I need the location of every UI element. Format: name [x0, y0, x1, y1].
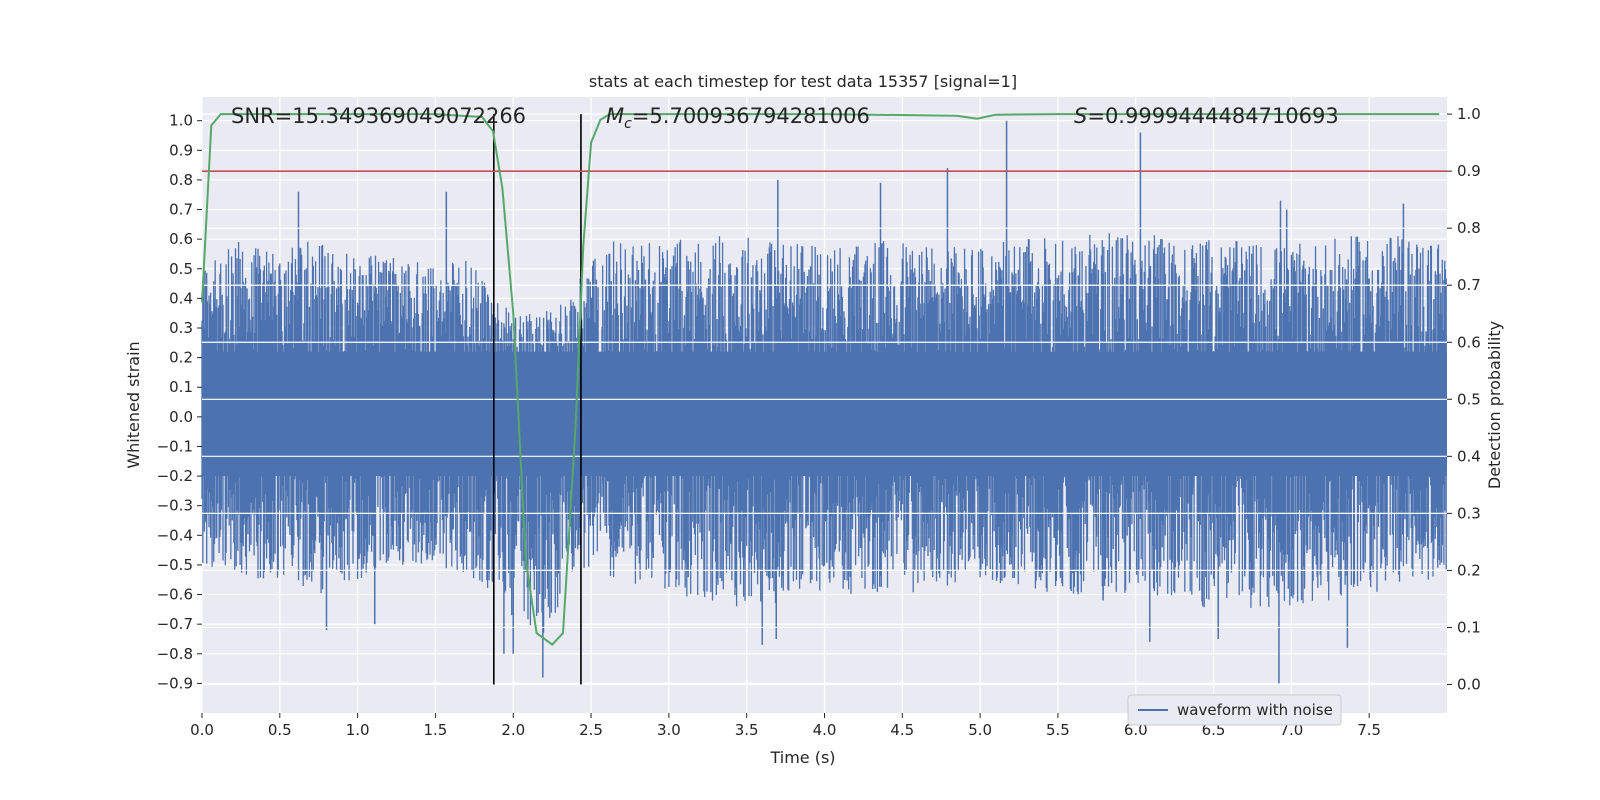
- x-tick-label: 5.5: [1046, 721, 1070, 739]
- y-left-tick-label: −0.3: [157, 497, 193, 515]
- x-tick-label: 3.5: [735, 721, 759, 739]
- x-tick-label: 0.5: [268, 721, 292, 739]
- x-tick-label: 0.0: [190, 721, 214, 739]
- legend-box: [1127, 694, 1342, 726]
- snr-annotation: SNR=15.349369049072266: [231, 104, 526, 128]
- y-left-tick-label: −0.4: [157, 526, 193, 544]
- x-tick-label: 3.0: [657, 721, 681, 739]
- x-tick-label: 7.5: [1357, 721, 1381, 739]
- x-tick-label: 1.0: [346, 721, 370, 739]
- x-tick-label: 2.0: [501, 721, 525, 739]
- s-value: =0.9999444484710693: [1087, 104, 1338, 128]
- y-right-tick-label: 0.9: [1457, 162, 1481, 180]
- y-right-tick-label: 0.5: [1457, 390, 1481, 408]
- y-right-tick-label: 0.1: [1457, 618, 1481, 636]
- y-left-tick-label: 0.7: [169, 201, 193, 219]
- waveform-series: [201, 113, 1447, 686]
- y-left-tick-label: −0.1: [157, 437, 193, 455]
- waveform-core: [202, 351, 1447, 477]
- y-right-tick-label: 1.0: [1457, 105, 1481, 123]
- y-right-tick-label: 0.2: [1457, 561, 1481, 579]
- y-left-tick-label: 0.5: [169, 260, 193, 278]
- y-left-tick-label: 0.4: [169, 289, 193, 307]
- chirp-mass-value: =5.700936794281006: [632, 104, 870, 128]
- x-tick-label: 2.5: [579, 721, 603, 739]
- y-axis-label-left: Whitened strain: [124, 341, 143, 468]
- s-annotation: S=0.9999444484710693: [1074, 104, 1339, 128]
- y-right-tick-label: 0.0: [1457, 675, 1481, 693]
- chirp-mass-symbol: M: [606, 104, 624, 128]
- detection-probability-line: [201, 113, 1440, 646]
- y-left-tick-label: 0.9: [169, 141, 193, 159]
- y-left-tick-label: −0.5: [157, 556, 193, 574]
- y-left-tick-label: 1.0: [169, 112, 193, 130]
- x-tick-label: 4.5: [890, 721, 914, 739]
- y-right-tick-label: 0.3: [1457, 504, 1481, 522]
- legend-label-waveform: waveform with noise: [1177, 701, 1333, 719]
- y-left-tick-label: −0.2: [157, 467, 193, 485]
- y-right-tick-label: 0.4: [1457, 447, 1481, 465]
- x-tick-label: 1.5: [424, 721, 448, 739]
- y-right-tick-label: 0.7: [1457, 276, 1481, 294]
- chirp-mass-subscript: c: [624, 116, 632, 132]
- chirp-mass-annotation: Mc=5.700936794281006: [606, 104, 870, 132]
- legend: waveform with noise: [1127, 694, 1342, 726]
- y-left-tick-label: 0.6: [169, 230, 193, 248]
- y-left-tick-label: −0.9: [157, 674, 193, 692]
- y-left-tick-label: 0.3: [169, 319, 193, 337]
- y-left-tick-label: 0.8: [169, 171, 193, 189]
- x-tick-label: 4.0: [813, 721, 837, 739]
- y-left-tick-label: 0.1: [169, 378, 193, 396]
- y-left-tick-label: −0.6: [157, 586, 193, 604]
- s-symbol: S: [1074, 104, 1087, 128]
- axes: 0.0 0.5 1.0 1.5 2.0 2.5 3.0 3.5 4.0 4.5 5.0 5.5 6.0 6…: [157, 105, 1481, 739]
- y-left-tick-label: −0.8: [157, 645, 193, 663]
- y-left-tick-label: 0.2: [169, 349, 193, 367]
- x-axis-label: Time (s): [769, 748, 835, 767]
- y-left-tick-label: 0.0: [169, 408, 193, 426]
- overlay-lines: [201, 113, 1447, 685]
- chart-title: stats at each timestep for test data 153…: [589, 72, 1017, 91]
- y-right-tick-label: 0.8: [1457, 219, 1481, 237]
- y-axis-label-right: Detection probability: [1485, 321, 1504, 489]
- x-tick-label: 5.0: [968, 721, 992, 739]
- y-left-tick-label: −0.7: [157, 615, 193, 633]
- y-right-tick-label: 0.6: [1457, 333, 1481, 351]
